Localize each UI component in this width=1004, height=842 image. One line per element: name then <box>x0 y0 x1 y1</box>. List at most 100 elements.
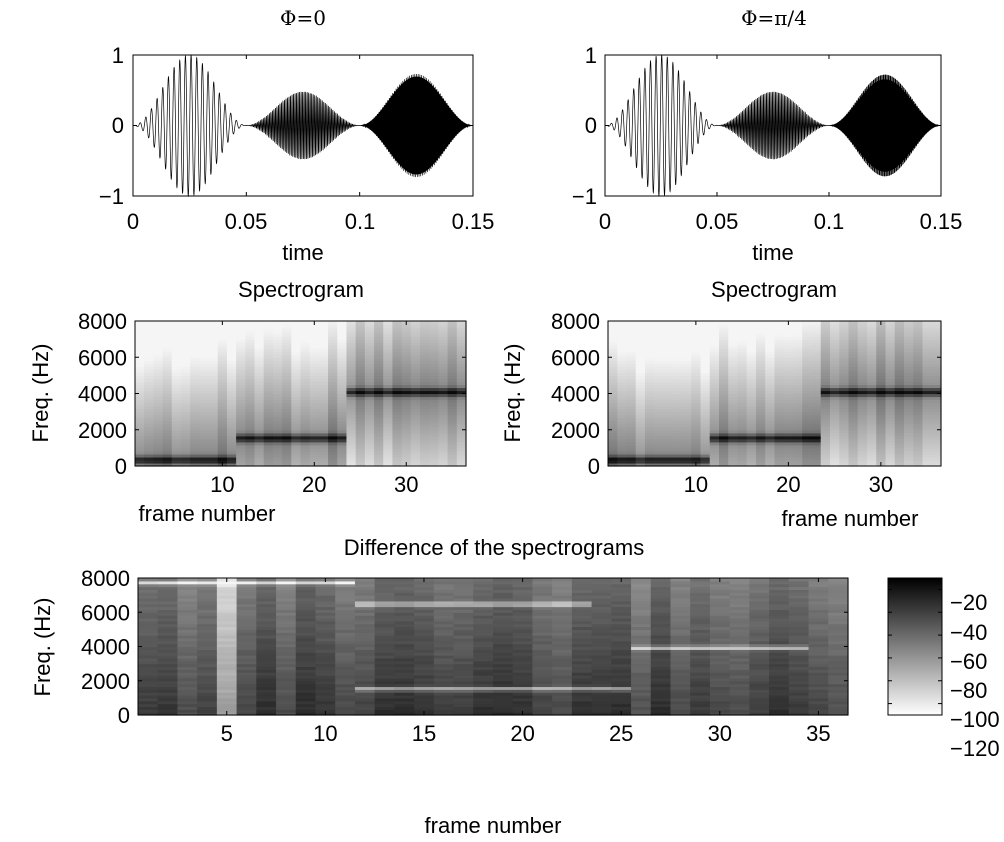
spectrogram-cell <box>144 450 154 455</box>
spectrogram-cell <box>245 351 256 355</box>
spectrogram-cell <box>811 342 822 346</box>
spectrogram-cell <box>663 345 674 349</box>
spectrogram-cell <box>857 408 868 413</box>
spectrogram-cell <box>700 393 711 398</box>
spectrogram-cell <box>922 438 933 443</box>
spectrogram-cell <box>737 405 748 410</box>
spectrogram-cell <box>245 393 256 398</box>
spectrogram-cell <box>922 459 933 464</box>
spectrogram-cell <box>719 375 729 379</box>
spectrogram-cell <box>456 339 467 343</box>
spectrogram-cell <box>894 420 905 425</box>
spectrogram-cell <box>199 336 210 340</box>
spectrogram-cell <box>857 432 868 437</box>
spectrogram-cell <box>355 414 366 419</box>
difference-cell <box>394 706 415 710</box>
difference-cell <box>177 712 198 716</box>
spectrogram-cell <box>839 381 850 386</box>
difference-cell <box>433 692 455 696</box>
spectrogram-cell <box>410 375 421 379</box>
spectrogram-cell <box>857 396 868 401</box>
spectrogram-cell <box>894 414 905 419</box>
spectrogram-cell <box>783 342 794 346</box>
spectrogram-cell <box>153 414 164 419</box>
spectrogram-cell <box>617 357 628 361</box>
spectrogram-cell <box>904 369 914 373</box>
difference-cell <box>216 626 238 630</box>
spectrogram-cell <box>226 357 237 361</box>
difference-cell <box>354 660 376 665</box>
difference-cell <box>414 606 435 610</box>
spectrogram-cell <box>236 363 246 367</box>
spectrogram-cell <box>746 414 757 419</box>
spectrogram-cell <box>682 330 692 334</box>
spectrogram-cell <box>208 423 219 428</box>
spectrogram-cell <box>793 432 803 437</box>
spectrogram-cell <box>700 324 711 328</box>
spectrogram-cell <box>254 450 265 455</box>
spectrogram-cell <box>282 459 292 464</box>
spectrogram-cell <box>456 324 467 328</box>
difference-cell <box>216 683 238 688</box>
spectrogram-cell <box>309 384 320 389</box>
spectrogram-cell <box>839 324 850 328</box>
spectrogram-cell <box>144 396 154 401</box>
spectrogram-cell <box>180 414 191 419</box>
difference-cell <box>276 603 297 608</box>
difference-cell <box>690 666 711 670</box>
difference-cell <box>473 615 494 619</box>
spectrogram-cell <box>162 411 173 416</box>
spectrogram-cell <box>392 456 403 461</box>
difference-cell <box>591 632 612 636</box>
spectrogram-cell <box>783 459 794 464</box>
spectrogram-cell <box>931 351 942 355</box>
spectrogram-cell <box>737 444 748 449</box>
spectrogram-cell <box>737 324 748 328</box>
spectrogram-cell <box>848 354 859 358</box>
spectrogram-cell <box>867 384 877 389</box>
spectrogram-cell <box>913 456 924 461</box>
difference-cell <box>177 623 198 628</box>
difference-cell <box>670 689 691 693</box>
spectrogram-cell <box>153 360 164 364</box>
difference-cell <box>453 597 474 602</box>
spectrogram-cell <box>728 336 739 340</box>
difference-cell <box>414 589 435 593</box>
spectrogram-cell <box>709 423 720 428</box>
spectrogram-cell <box>719 357 729 361</box>
difference-cell <box>611 666 632 670</box>
spectrogram-cell <box>737 393 748 398</box>
spectrogram-cell <box>401 324 412 328</box>
difference-cell <box>197 706 218 710</box>
difference-cell <box>216 666 238 670</box>
difference-cell <box>256 686 277 690</box>
spectrogram-cell <box>226 369 237 373</box>
spectrogram-cell <box>208 378 219 383</box>
spectrogram-cell <box>756 420 766 425</box>
difference-cell <box>512 677 534 682</box>
difference-cell <box>552 615 573 619</box>
spectrogram-cell <box>337 438 348 443</box>
spectrogram-cell <box>811 441 822 446</box>
spectrogram-cell <box>291 432 302 437</box>
spectrogram-cell <box>876 381 887 386</box>
difference-cell <box>571 583 593 588</box>
spectrogram-cell <box>793 378 803 383</box>
spectrogram-cell <box>663 348 674 352</box>
difference-cell <box>354 578 376 582</box>
spectrogram-cell <box>429 441 440 446</box>
spectrogram-cell <box>709 459 720 464</box>
spectrogram-cell <box>346 363 357 367</box>
spectrogram-cell <box>199 372 210 376</box>
spectrogram-cell <box>719 411 729 416</box>
spectrogram-cell <box>364 345 375 349</box>
spectrogram-cell <box>245 462 256 467</box>
difference-cell <box>571 692 593 696</box>
spectrogram-cell <box>254 462 265 467</box>
difference-cell <box>433 600 455 605</box>
spectrogram-cell <box>756 387 766 392</box>
difference-cell <box>611 675 632 679</box>
spectrogram-cell <box>291 339 302 343</box>
spectrogram-cell <box>746 369 757 373</box>
